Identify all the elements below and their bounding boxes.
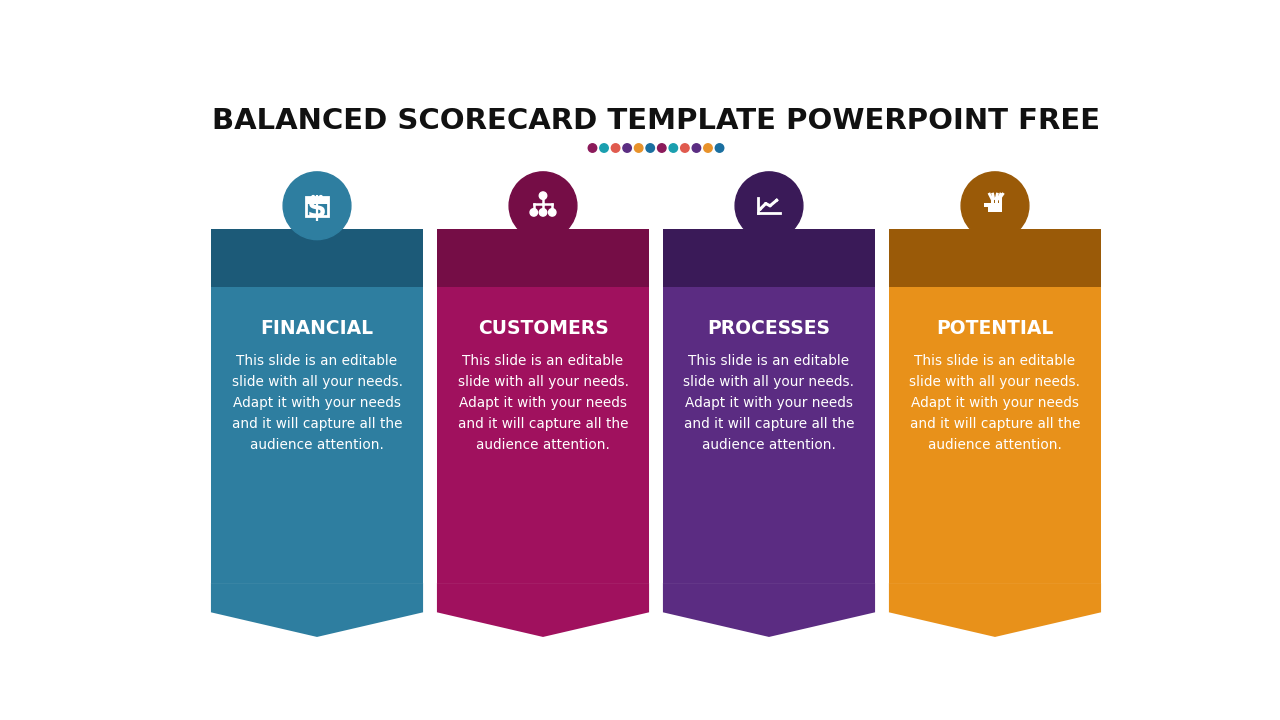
Text: This slide is an editable
slide with all your needs.
Adapt it with your needs
an: This slide is an editable slide with all… xyxy=(910,354,1080,452)
Polygon shape xyxy=(306,197,328,204)
Circle shape xyxy=(600,144,608,152)
Circle shape xyxy=(759,208,762,210)
Circle shape xyxy=(320,196,323,199)
Text: This slide is an editable
slide with all your needs.
Adapt it with your needs
an: This slide is an editable slide with all… xyxy=(684,354,855,452)
Text: PROCESSES: PROCESSES xyxy=(708,320,831,338)
Circle shape xyxy=(716,144,723,152)
Circle shape xyxy=(312,196,315,199)
Polygon shape xyxy=(888,287,1101,583)
Text: This slide is an editable
slide with all your needs.
Adapt it with your needs
an: This slide is an editable slide with all… xyxy=(457,354,628,452)
Circle shape xyxy=(509,172,577,240)
Text: POTENTIAL: POTENTIAL xyxy=(936,320,1053,338)
Circle shape xyxy=(961,172,1029,240)
Circle shape xyxy=(539,192,547,199)
Polygon shape xyxy=(211,583,424,637)
Polygon shape xyxy=(663,229,876,287)
Circle shape xyxy=(681,144,689,152)
Text: $: $ xyxy=(307,195,326,223)
Polygon shape xyxy=(888,229,1101,287)
Circle shape xyxy=(658,144,666,152)
Polygon shape xyxy=(663,287,876,583)
Text: BALANCED SCORECARD TEMPLATE POWERPOINT FREE: BALANCED SCORECARD TEMPLATE POWERPOINT F… xyxy=(212,107,1100,135)
Polygon shape xyxy=(436,229,649,287)
Polygon shape xyxy=(211,229,424,287)
Circle shape xyxy=(669,144,677,152)
Circle shape xyxy=(704,144,712,152)
Circle shape xyxy=(612,144,620,152)
Text: FINANCIAL: FINANCIAL xyxy=(260,320,374,338)
Circle shape xyxy=(769,205,771,207)
Circle shape xyxy=(776,199,777,201)
Circle shape xyxy=(635,144,643,152)
Circle shape xyxy=(623,144,631,152)
Circle shape xyxy=(548,209,556,216)
Polygon shape xyxy=(888,583,1101,637)
Polygon shape xyxy=(988,203,1002,212)
Text: This slide is an editable
slide with all your needs.
Adapt it with your needs
an: This slide is an editable slide with all… xyxy=(232,354,402,452)
Polygon shape xyxy=(436,583,649,637)
Polygon shape xyxy=(436,287,649,583)
Circle shape xyxy=(765,203,767,204)
Circle shape xyxy=(539,209,547,216)
Polygon shape xyxy=(211,287,424,583)
Circle shape xyxy=(692,144,700,152)
Circle shape xyxy=(735,172,803,240)
Circle shape xyxy=(646,144,654,152)
Polygon shape xyxy=(663,583,876,637)
Text: CUSTOMERS: CUSTOMERS xyxy=(477,320,608,338)
Circle shape xyxy=(283,172,351,240)
Circle shape xyxy=(530,209,538,216)
Circle shape xyxy=(589,144,596,152)
Polygon shape xyxy=(984,203,988,207)
